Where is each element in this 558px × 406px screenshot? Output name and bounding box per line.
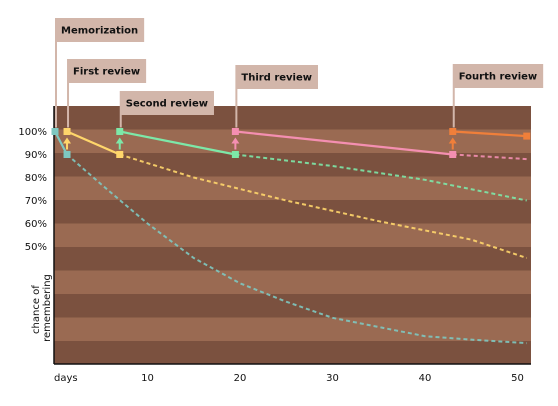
y-axis-label-line2: remembering [42,274,53,342]
series-lines [54,130,528,345]
annotation-box [119,91,214,115]
first_review-forgetting-curve [119,153,528,259]
y-tick-label: 50% [25,242,47,253]
second_review-line [119,130,236,156]
third_review-arrow-head [231,137,240,144]
second_review-point [231,151,239,158]
annotation-label: Fourth review [459,72,537,83]
series-points [51,128,531,158]
second_review-arrow-head [115,137,124,144]
annotation-label: Memorization [61,26,138,37]
memorization-point [51,128,59,135]
background-band [54,247,531,271]
annotation-label: Second review [126,99,208,110]
y-tick-label: 60% [25,219,47,230]
background-band [54,153,531,177]
fourth_review-line [452,130,527,138]
annotation-label: First review [73,67,140,78]
annotation-callouts: Memorization First review Second review Thi… [55,18,544,128]
third_review-point [231,128,239,135]
annotation-box [55,18,145,42]
third_review-line [235,130,453,156]
background-band [54,129,531,153]
background-band [54,317,531,341]
x-tick-label: 20 [234,373,247,384]
x-tick-label: 50 [511,373,524,384]
first_review-arrow-head [63,137,72,144]
fourth_review-point [449,128,457,135]
memorization-forgetting-curve [66,153,527,345]
fourth_review-point [523,132,531,140]
background-band [54,200,531,224]
x-tick-label: 40 [419,373,432,384]
annotation-box [452,64,544,88]
third_review-forgetting-curve [452,153,527,161]
fourth_review-arrow-head [448,137,457,144]
memorization-line [54,130,68,156]
y-tick-label: 90% [25,150,47,161]
second_review-point [116,128,124,135]
first_review-point [116,151,124,158]
background-band [54,341,531,364]
first_review-point [63,128,71,135]
y-axis-label: chance of remembering [31,274,53,342]
annotation-label: Third review [241,73,312,84]
striped-background [54,106,531,364]
x-axis-ticks: 10 20 30 40 50 [141,373,524,384]
y-axis-label-line1: chance of [31,285,42,334]
x-tick-label: 30 [326,373,339,384]
first_review-line [66,130,121,156]
third_review-point [449,151,457,158]
annotation-box [67,59,147,83]
background-band [54,176,531,200]
background-band [54,294,531,318]
y-tick-label: 100% [18,127,47,138]
x-axis-label: days [54,373,78,384]
annotation-box [235,65,318,89]
y-axis-ticks: 100% 90% 80% 70% 60% 50% [18,127,47,253]
x-tick-label: 10 [141,373,154,384]
y-tick-label: 80% [25,173,47,184]
background-band [54,223,531,247]
y-tick-label: 70% [25,196,47,207]
memorization-point [63,151,71,158]
background-band [54,270,531,294]
review-arrows [63,137,457,150]
